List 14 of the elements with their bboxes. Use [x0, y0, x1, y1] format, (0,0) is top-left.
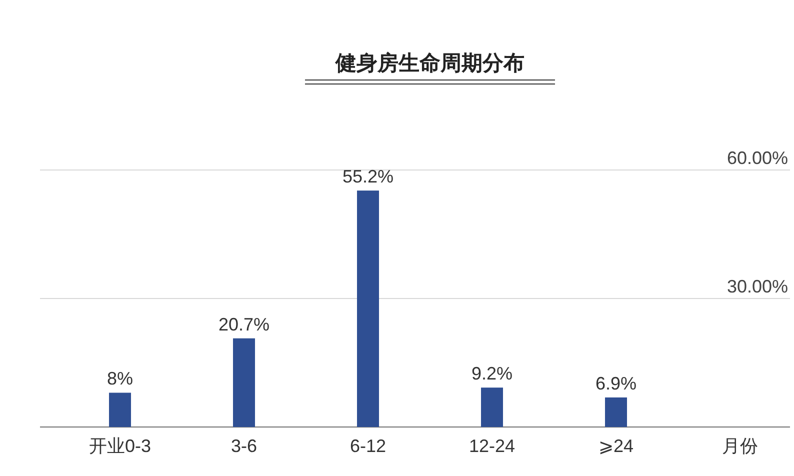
data-label: 9.2%	[471, 364, 513, 384]
x-tick-label: 12-24	[468, 436, 516, 456]
data-label: 8%	[106, 368, 134, 389]
data-label: 55.2%	[342, 166, 394, 187]
chart-title: 健身房生命周期分布	[334, 51, 524, 75]
x-tick-label: ⩾24	[598, 436, 634, 456]
x-tick-label: 开业0-3	[88, 436, 152, 456]
y-tick-label: 60.00%	[726, 148, 788, 168]
data-label: 6.9%	[595, 373, 637, 394]
x-tick-label: 3-6	[230, 436, 258, 456]
y-tick-label: 30.00%	[726, 276, 788, 296]
x-axis-title: 月份	[722, 436, 758, 456]
x-tick-label: 6-12	[350, 436, 386, 456]
data-label: 20.7%	[218, 314, 270, 334]
